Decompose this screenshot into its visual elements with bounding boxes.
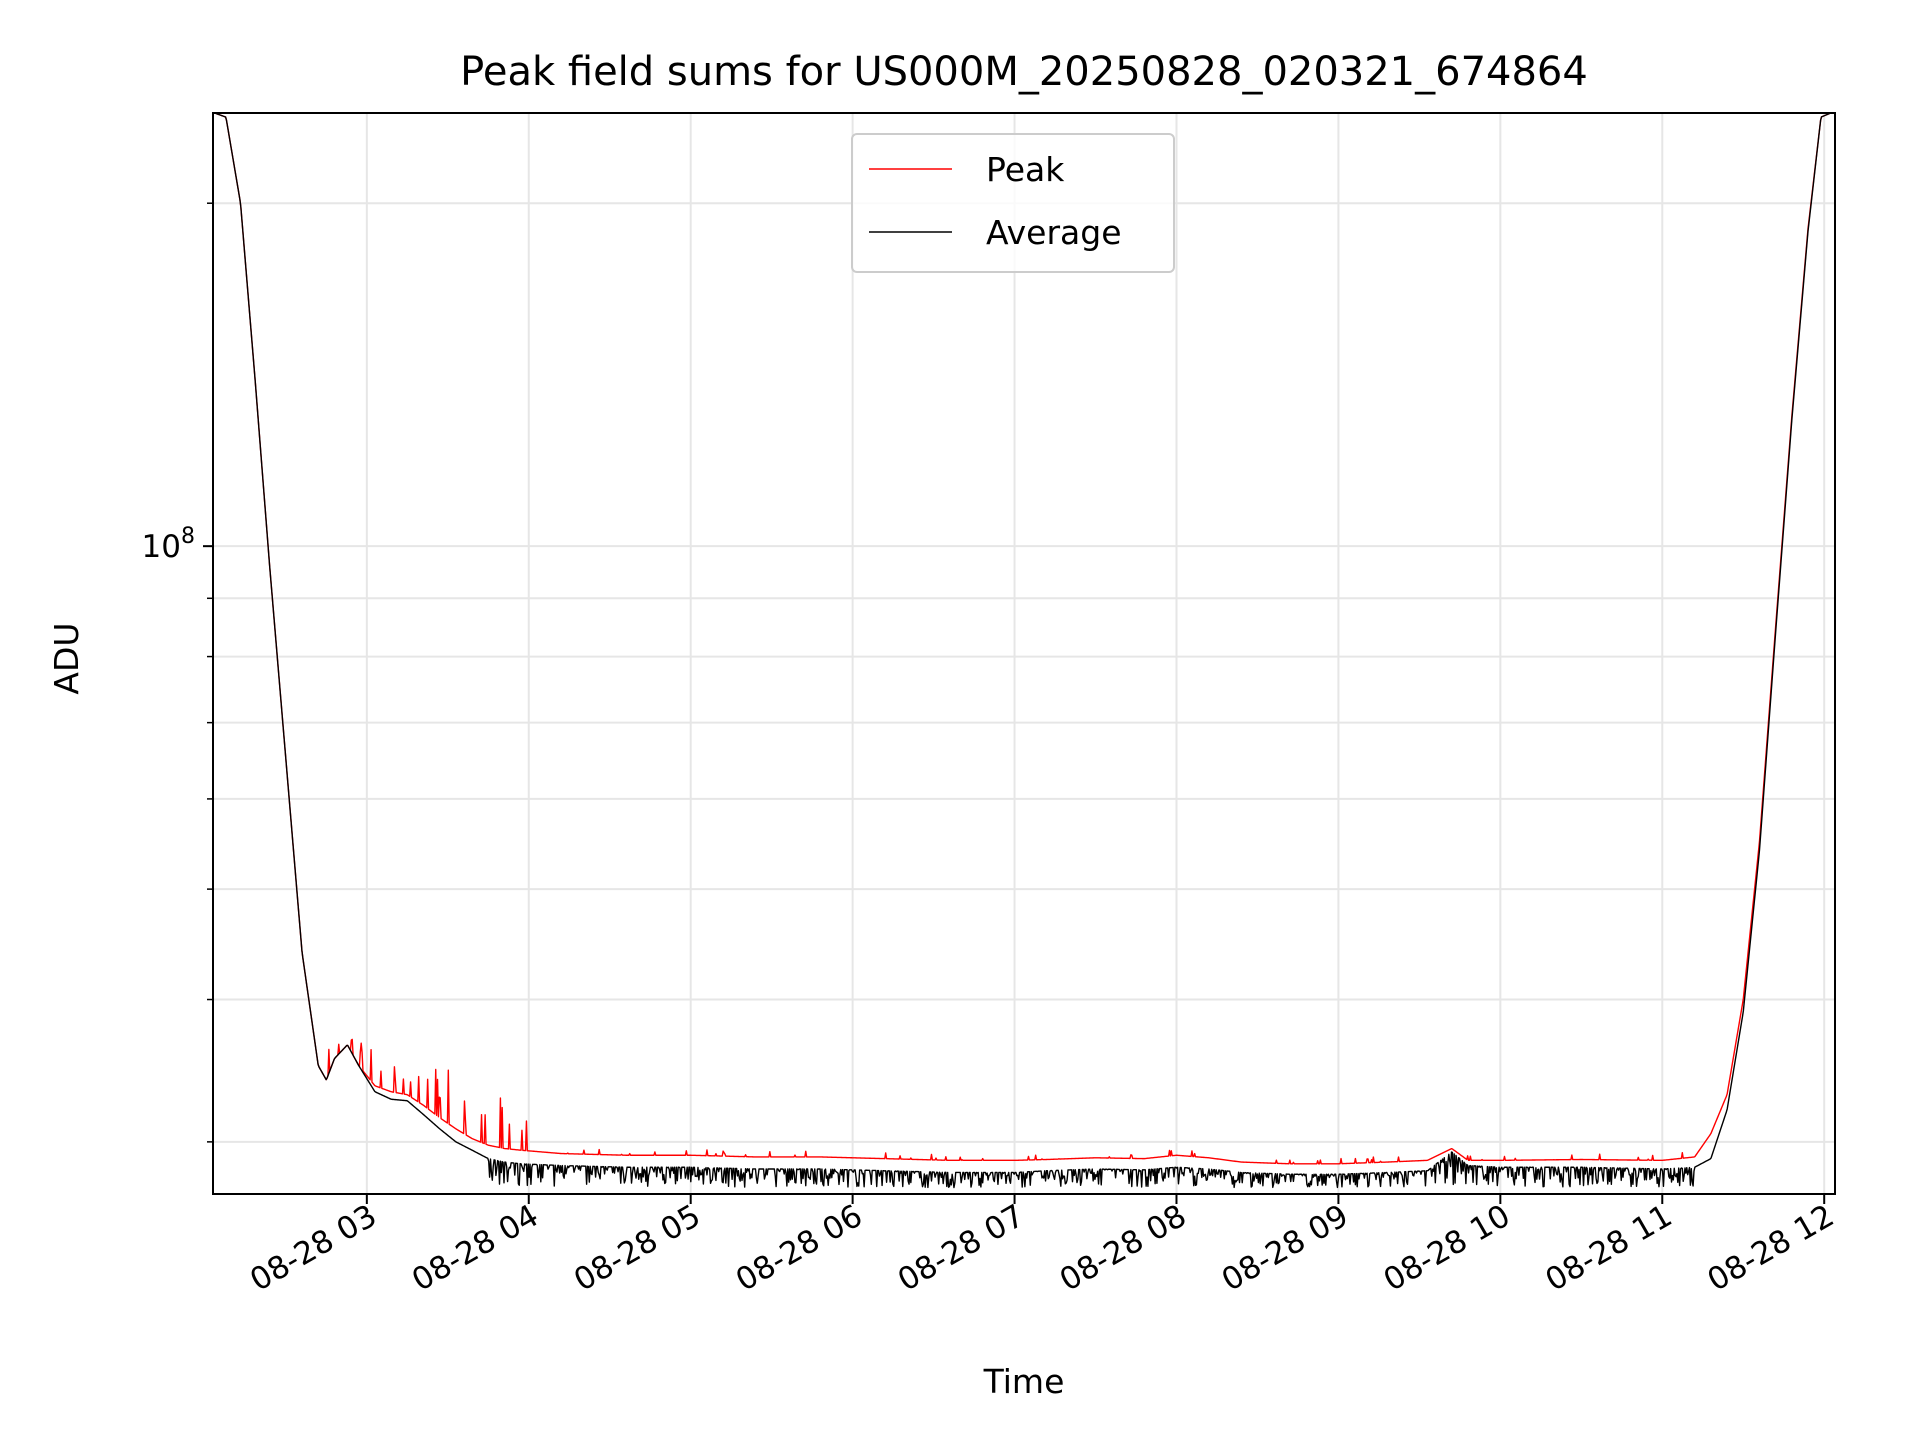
- chart-title: Peak field sums for US000M_20250828_0203…: [460, 49, 1588, 95]
- series-line-average: [213, 113, 1830, 1189]
- series-line-peak: [213, 113, 1830, 1165]
- y-axis-title: ADU: [47, 622, 86, 694]
- x-axis-title: Time: [983, 1362, 1065, 1401]
- legend-label-peak: Peak: [986, 150, 1065, 189]
- grid: [213, 113, 1835, 1194]
- series-layer: [213, 113, 1830, 1189]
- legend-label-average: Average: [986, 213, 1122, 252]
- legend: Peak Average: [851, 133, 1175, 273]
- plot-frame: [212, 112, 1836, 1195]
